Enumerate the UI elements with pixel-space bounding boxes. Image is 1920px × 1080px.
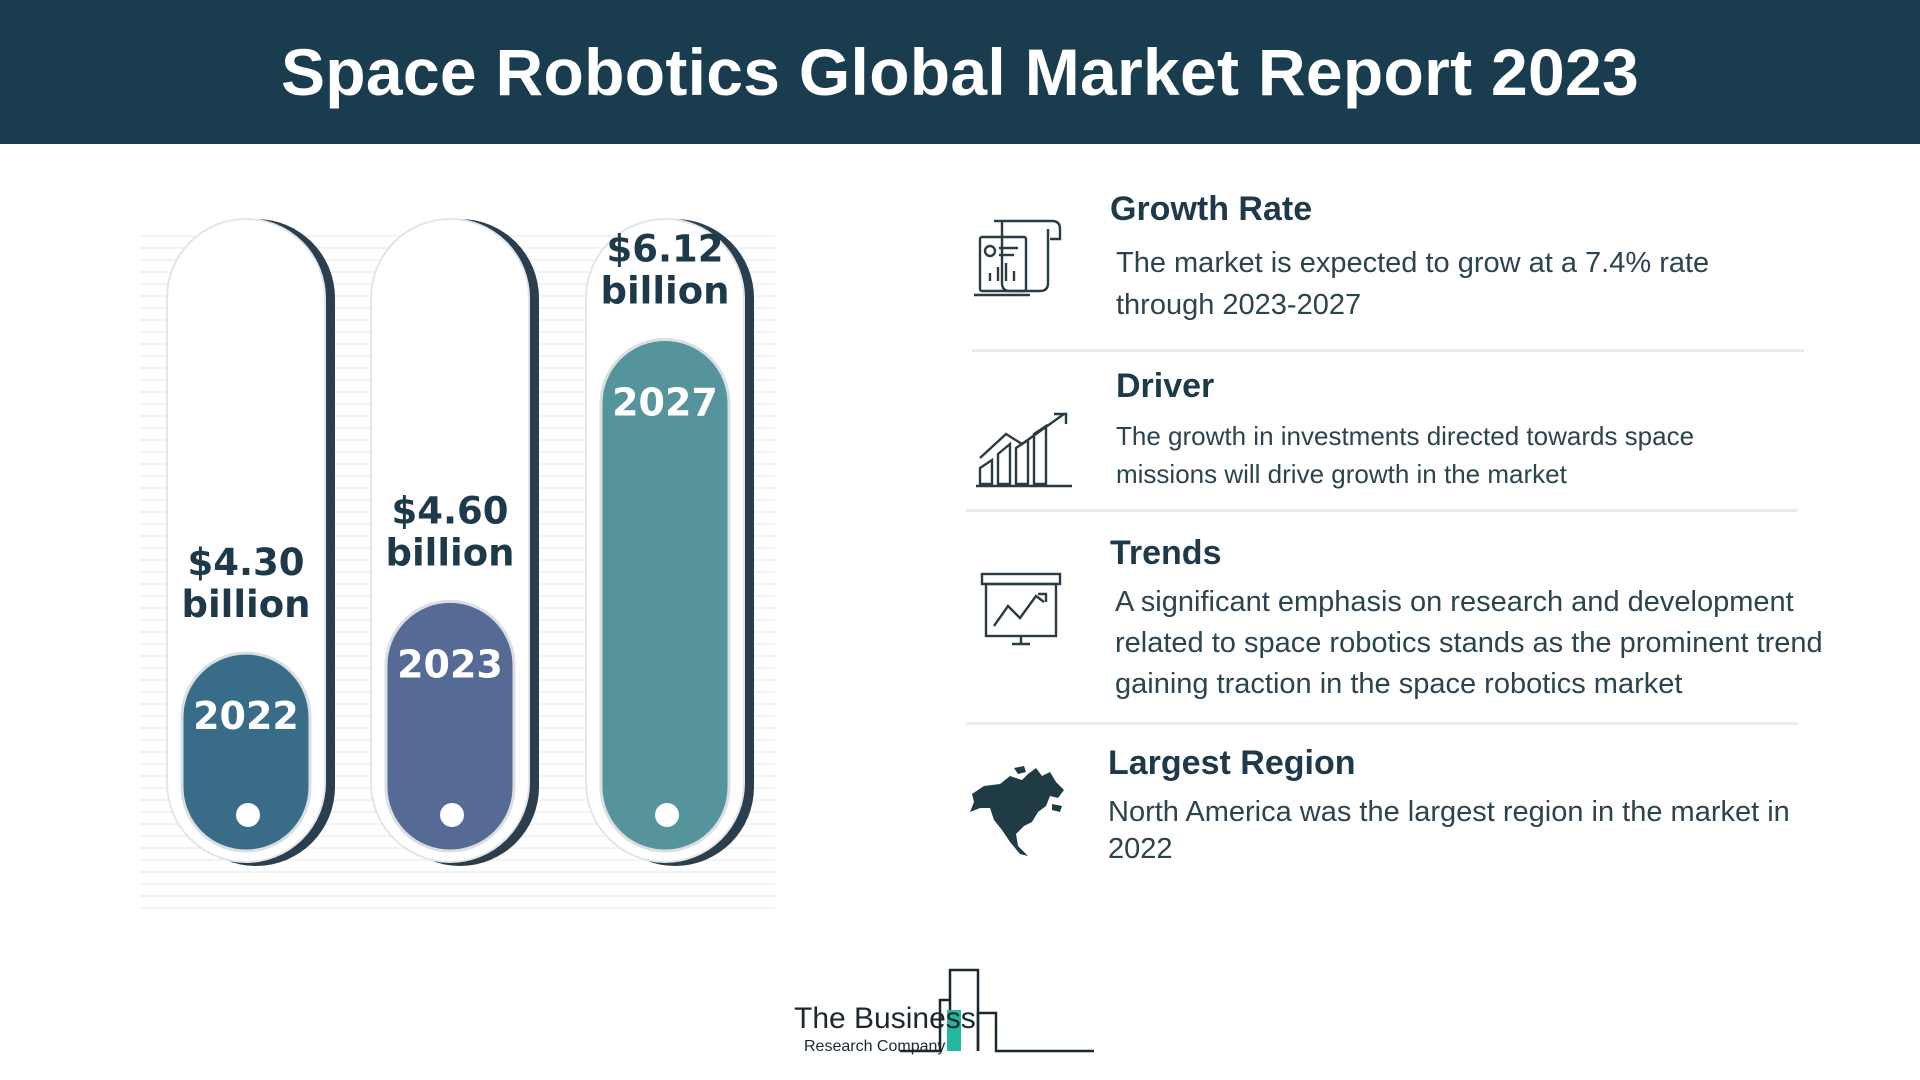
growth-rate-section: Growth Rate The market is expected to gr…	[940, 160, 1880, 340]
trends-text-line: A significant emphasis on research and d…	[1115, 586, 1794, 618]
bar-value-unit: billion	[386, 531, 515, 574]
growth-chart-icon	[976, 412, 1072, 488]
trends-text: A significant emphasis on research and d…	[1115, 582, 1875, 705]
trends-text-line: related to space robotics stands as the …	[1115, 627, 1823, 659]
header-banner: Space Robotics Global Market Report 2023	[0, 0, 1920, 144]
bar-value-unit: billion	[601, 269, 730, 312]
trends-title: Trends	[1110, 534, 1222, 572]
bar-value-label: $6.12	[606, 227, 723, 270]
trends-text-line: gaining traction in the space robotics m…	[1115, 668, 1683, 700]
bar-year-label: 2023	[397, 642, 503, 686]
divider	[966, 722, 1798, 725]
driver-title: Driver	[1116, 367, 1215, 405]
driver-text-line: The growth in investments directed towar…	[1116, 421, 1695, 451]
growth-rate-text-line: The market is expected to grow at a 7.4%…	[1116, 247, 1710, 279]
north-america-map-icon	[970, 766, 1064, 856]
presentation-board-icon	[980, 572, 1062, 646]
driver-section: Driver The growth in investments directe…	[940, 355, 1880, 505]
company-logo: The Business Research Company	[790, 960, 1100, 1060]
divider	[966, 509, 1798, 512]
divider	[972, 349, 1804, 352]
bar-2027	[599, 337, 731, 853]
largest-region-section: Largest Region North America was the lar…	[940, 730, 1880, 890]
largest-region-text: North America was the largest region in …	[1108, 794, 1868, 868]
growth-rate-text: The market is expected to grow at a 7.4%…	[1116, 242, 1876, 326]
largest-region-text-line: North America was the largest region in …	[1108, 796, 1790, 828]
page-title: Space Robotics Global Market Report 2023	[280, 35, 1640, 109]
logo-line-2: Research Company	[804, 1038, 946, 1055]
driver-text: The growth in investments directed towar…	[1116, 417, 1876, 493]
bar-dot	[655, 803, 679, 827]
growth-rate-text-line: through 2023-2027	[1116, 289, 1362, 321]
bar-year-label: 2022	[193, 694, 299, 738]
bar-year-label: 2027	[612, 380, 718, 424]
market-size-bar-chart: 2022$4.30billion2023$4.60billion2027$6.1…	[140, 218, 775, 909]
trends-section: Trends A significant emphasis on researc…	[940, 520, 1880, 720]
bar-dot	[236, 803, 260, 827]
logo-line-1: The Business	[794, 1002, 976, 1035]
bar-value-label: $4.60	[391, 489, 508, 532]
largest-region-text-line: 2022	[1108, 833, 1173, 865]
driver-text-line: missions will drive growth in the market	[1116, 459, 1567, 489]
report-document-icon	[974, 219, 1062, 297]
bar-value-label: $4.30	[187, 541, 304, 584]
bar-value-unit: billion	[182, 583, 311, 626]
logo-buildings-icon	[900, 968, 1094, 1053]
largest-region-title: Largest Region	[1108, 744, 1356, 782]
bar-2022	[180, 651, 312, 853]
growth-rate-title: Growth Rate	[1110, 190, 1313, 228]
bar-dot	[440, 803, 464, 827]
bar-2023	[384, 599, 516, 853]
